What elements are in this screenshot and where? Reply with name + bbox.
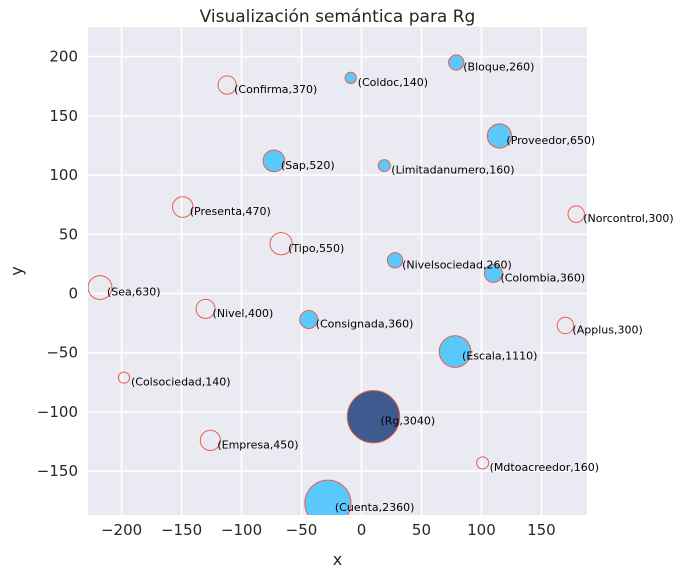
point-label: (Empresa,450) xyxy=(217,438,298,451)
data-point xyxy=(346,389,401,444)
data-point xyxy=(377,159,391,173)
x-tick-label: 150 xyxy=(527,521,556,539)
point-label: (Coldoc,140) xyxy=(358,76,428,89)
data-point xyxy=(262,149,286,173)
point-label: (Presenta,470) xyxy=(190,205,271,218)
x-tick-label: −100 xyxy=(221,521,262,539)
point-label: (Consignada,360) xyxy=(316,318,414,331)
y-tick-label: 100 xyxy=(49,166,78,184)
point-label: (Nivelsociedad,260) xyxy=(402,258,512,271)
x-tick-label: −150 xyxy=(161,521,202,539)
y-tick-label: −50 xyxy=(46,344,78,362)
data-point xyxy=(483,263,503,283)
x-tick-label: 0 xyxy=(357,521,367,539)
y-tick-labels: −150 −100 −50 0 50 100 150 200 xyxy=(37,48,78,481)
point-label: (Escala,1110) xyxy=(462,350,537,363)
point-label: (Limitadanumero,160) xyxy=(391,164,514,177)
point-label: (Applus,300) xyxy=(572,323,642,336)
y-tick-label: −100 xyxy=(37,403,78,421)
point-label: (Rg,3040) xyxy=(380,415,435,428)
point-label: (Sea,630) xyxy=(107,286,161,299)
point-label: (Bloque,260) xyxy=(463,61,534,74)
data-point xyxy=(304,479,352,515)
data-point xyxy=(195,298,216,319)
x-tick-label: −50 xyxy=(286,521,318,539)
x-tick-label: −200 xyxy=(101,521,142,539)
point-label: (Proveedor,650) xyxy=(506,134,595,147)
data-point xyxy=(438,335,472,368)
data-point xyxy=(269,232,293,256)
x-axis-label: x xyxy=(333,550,342,569)
data-point xyxy=(344,71,357,85)
data-point xyxy=(486,123,513,149)
x-tick-label: 100 xyxy=(467,521,496,539)
chart-title: Visualización semántica para Rg xyxy=(200,7,476,27)
point-label: (Mdtoacreedor,160) xyxy=(490,461,599,474)
point-label: (Tipo,550) xyxy=(288,242,344,255)
point-label: (Colombia,360) xyxy=(500,271,585,284)
data-points xyxy=(88,54,585,515)
y-tick-label: 0 xyxy=(68,285,78,303)
point-label: (Norcontrol,300) xyxy=(583,212,673,225)
y-tick-label: 200 xyxy=(49,48,78,66)
data-point xyxy=(299,310,319,330)
data-point xyxy=(199,429,221,451)
y-tick-label: 150 xyxy=(49,107,78,125)
y-axis-label: y xyxy=(7,266,26,275)
point-labels: (Bloque,260) (Coldoc,140) (Confirma,370) (P… xyxy=(107,61,674,515)
data-point xyxy=(88,275,113,301)
data-point xyxy=(556,316,575,335)
data-point xyxy=(171,196,194,218)
data-point xyxy=(567,205,585,223)
point-label: (Sap,520) xyxy=(281,159,335,172)
point-label: (Confirma,370) xyxy=(234,83,317,96)
data-point xyxy=(476,456,490,470)
data-point xyxy=(386,252,404,269)
grid xyxy=(88,27,587,515)
point-label: (Cuenta,2360) xyxy=(335,501,415,514)
data-point xyxy=(448,54,465,71)
x-tick-label: 50 xyxy=(412,521,431,539)
y-tick-label: −150 xyxy=(37,462,78,480)
data-point xyxy=(117,371,131,384)
point-label: (Nivel,400) xyxy=(213,307,274,320)
point-label: (Colsociedad,140) xyxy=(131,376,231,389)
plot-background xyxy=(88,27,587,515)
y-tick-label: 50 xyxy=(59,225,78,243)
x-tick-labels: −200 −150 −100 −50 0 50 100 150 xyxy=(101,521,556,539)
data-point xyxy=(217,75,237,95)
